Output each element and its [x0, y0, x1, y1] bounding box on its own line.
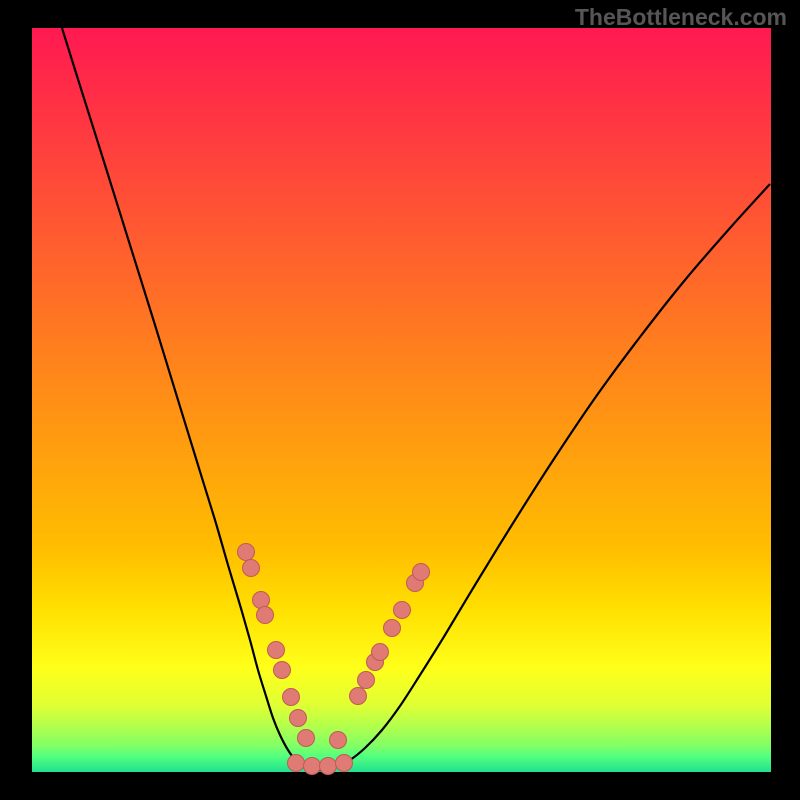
data-marker [256, 606, 274, 624]
data-marker [335, 754, 353, 772]
data-marker [383, 619, 401, 637]
data-marker [319, 757, 337, 775]
plot-gradient-area [32, 28, 771, 772]
data-marker [371, 643, 389, 661]
data-marker [289, 709, 307, 727]
data-marker [357, 671, 375, 689]
data-marker [242, 559, 260, 577]
data-marker [349, 687, 367, 705]
watermark-text: TheBottleneck.com [575, 4, 787, 31]
data-marker [329, 731, 347, 749]
data-marker [297, 729, 315, 747]
data-marker [393, 601, 411, 619]
data-marker [282, 688, 300, 706]
data-marker [273, 661, 291, 679]
data-marker [412, 563, 430, 581]
chart-container: TheBottleneck.com [0, 0, 800, 800]
data-marker [267, 641, 285, 659]
